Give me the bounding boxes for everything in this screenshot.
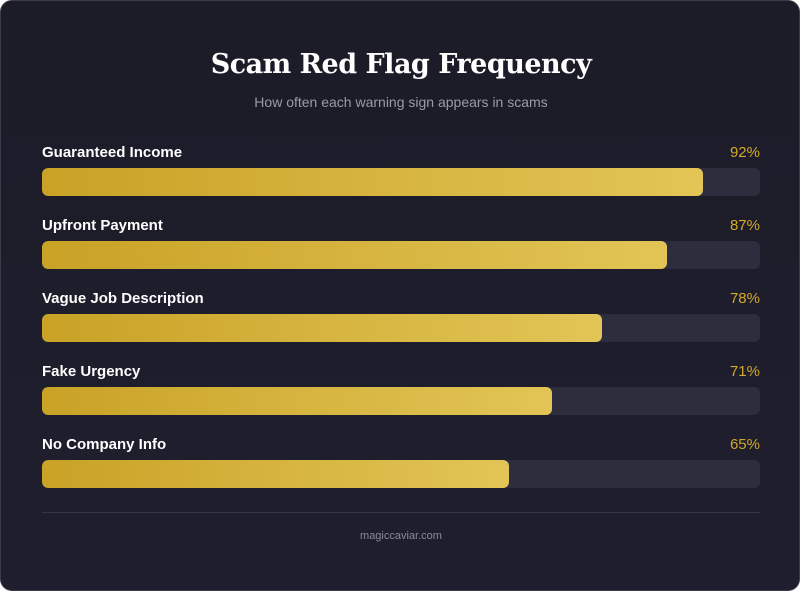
- bar-value-label: 65%: [729, 436, 760, 453]
- bar-value-label: 78%: [729, 290, 760, 307]
- bar-label: No Company Info: [42, 436, 167, 453]
- bar-value-label: 71%: [729, 363, 760, 380]
- bar-track: [42, 168, 760, 196]
- bar-value-label: 87%: [729, 217, 760, 234]
- bar-row: Fake Urgency 71%: [42, 363, 760, 423]
- bar: [42, 314, 602, 342]
- bar-track: [42, 241, 760, 269]
- bar-row: Vague Job Description 78%: [42, 290, 760, 350]
- footer-source: magiccaviar.com: [360, 530, 442, 542]
- bar-row: Guaranteed Income 92%: [42, 144, 760, 204]
- bar: [42, 168, 703, 196]
- chart-title: Scam Red Flag Frequency: [210, 49, 592, 80]
- bar-value-label: 92%: [729, 144, 760, 161]
- bar-label: Fake Urgency: [42, 363, 141, 380]
- bar: [42, 387, 552, 415]
- bar-track: [42, 460, 760, 488]
- bar-row: Upfront Payment 87%: [42, 217, 760, 277]
- bar-track: [42, 314, 760, 342]
- bar-row: No Company Info 65%: [42, 436, 760, 496]
- bar-label: Vague Job Description: [42, 290, 204, 307]
- footer-divider: [42, 512, 760, 513]
- bar: [42, 241, 667, 269]
- bar: [42, 460, 509, 488]
- chart-subtitle: How often each warning sign appears in s…: [254, 94, 548, 110]
- bar-label: Guaranteed Income: [42, 144, 183, 161]
- bar-track: [42, 387, 760, 415]
- bar-label: Upfront Payment: [42, 217, 163, 234]
